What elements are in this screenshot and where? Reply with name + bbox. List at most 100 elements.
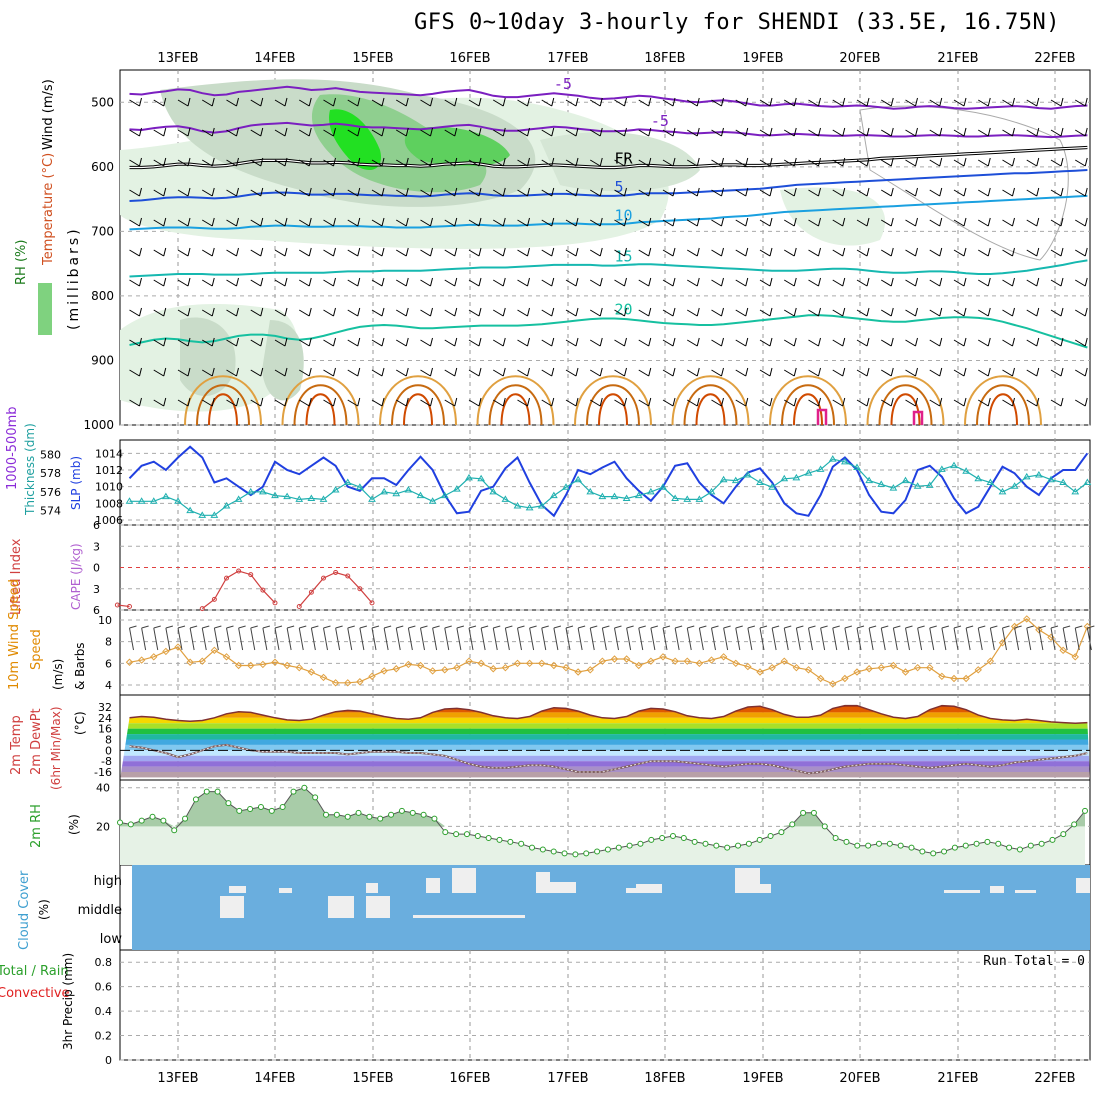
surface-wind-barb [274, 625, 283, 651]
wind-barb [614, 247, 627, 257]
surface-wind-barb [589, 625, 598, 651]
temp-tick-label: 0 [105, 744, 112, 757]
wind-barb [541, 217, 555, 227]
wind-speed-marker [513, 659, 522, 668]
wind-barb [856, 277, 870, 287]
bottom-date-label: 15FEB [352, 1071, 393, 1086]
rh-2m-point [789, 821, 796, 828]
wind-barb [274, 217, 288, 227]
thickness-marker [792, 473, 801, 481]
surface-wind-barb [250, 625, 258, 651]
surface-wind-barb [977, 625, 986, 651]
wind-barb [201, 337, 215, 347]
wind-barb [420, 127, 433, 137]
wind-speed-marker [307, 668, 316, 676]
surface-wind-barb [905, 625, 913, 651]
lifted-index-point [236, 568, 242, 574]
wind-barb [1074, 307, 1088, 317]
wind-barb [226, 277, 239, 287]
bottom-date-label: 20FEB [839, 1071, 880, 1086]
wind-barb [686, 397, 700, 407]
wind-barb [953, 247, 967, 257]
wind-barb [759, 277, 773, 287]
wind-barb [395, 307, 409, 317]
cloud-cover-bg [132, 865, 1090, 950]
wind-barb [929, 337, 943, 347]
wind-barb [226, 247, 239, 257]
wind-barb [298, 97, 312, 107]
cloud-block [760, 884, 771, 893]
wind-barb [371, 397, 385, 407]
wind-barb [129, 217, 142, 227]
warm-contour [890, 393, 921, 426]
surface-wind-barb [383, 625, 392, 651]
thickness-marker [768, 483, 777, 490]
wind-barb [153, 307, 167, 317]
wind-barb [420, 277, 433, 287]
pressure-tick-label: 1000 [83, 418, 114, 432]
wind-speed-marker [683, 657, 691, 665]
thickness-marker [234, 495, 243, 502]
wind-barb [541, 307, 555, 317]
wind-barb [274, 337, 288, 347]
precip-tick-label: 0.8 [95, 956, 113, 969]
slp-tick-label: 1010 [95, 481, 123, 494]
wind-barb [250, 217, 264, 227]
wind-barb [686, 337, 700, 347]
wind-speed-marker [1047, 633, 1055, 642]
wind-barb [250, 157, 264, 167]
pressure-axis-label: (millibars) [66, 226, 82, 330]
wind-speed-marker [380, 667, 388, 675]
wind-barb [880, 97, 894, 107]
thickness-marker [889, 484, 898, 491]
wind-speed-marker [210, 646, 219, 655]
wind-barb [856, 337, 870, 347]
wind-barb [856, 307, 870, 317]
wind-barb [1050, 277, 1064, 287]
wind-barb [638, 337, 652, 347]
wind-barb [662, 187, 676, 197]
rh-2m-point [886, 840, 893, 847]
run-total-text: Run Total = 0 [983, 954, 1085, 969]
wind-barb [541, 127, 555, 137]
wind-barb [1002, 307, 1015, 317]
cloud-block [944, 890, 980, 893]
wind-speed-marker [125, 658, 134, 666]
wind-speed-marker [1059, 646, 1067, 655]
wind-speed-marker [756, 668, 764, 676]
surface-wind-barb [541, 625, 549, 651]
rh-2m-point [865, 842, 872, 849]
rh-2m-point [409, 809, 416, 816]
precip-tick-label: 0 [105, 1054, 112, 1067]
wind-barb [323, 337, 336, 347]
temp-tick-label: 32 [98, 701, 112, 714]
wind-barb [347, 337, 361, 347]
wind-speed-marker [986, 657, 995, 665]
wind-barb [905, 307, 918, 317]
wind-barb [856, 127, 870, 137]
wind-barb [711, 247, 724, 257]
temp-tick-label: -16 [94, 766, 112, 779]
rh-shade-low3 [262, 320, 304, 401]
rh-area-high [120, 787, 1085, 827]
wind-barb [517, 337, 530, 347]
wind-barb [492, 217, 506, 227]
pressure-tick-label: 900 [91, 353, 114, 367]
rh-2m-point [312, 794, 319, 801]
wind-speed-marker [610, 655, 619, 663]
wind-barb [589, 277, 603, 287]
wind-barb [226, 397, 239, 407]
thickness-marker [840, 457, 849, 465]
wind-barb [1074, 127, 1088, 137]
wind-barb [686, 187, 700, 197]
wind-speed-marker [186, 658, 194, 666]
thickness-marker [622, 494, 631, 501]
wind-barb [808, 247, 821, 257]
warm-contour [403, 393, 433, 426]
wind-barb [250, 97, 264, 107]
wind-barb [468, 187, 482, 197]
wind-barb [880, 157, 894, 167]
rh-2m-point [854, 842, 861, 849]
pressure-tick-label: 500 [91, 95, 114, 109]
wind-barb [977, 217, 991, 227]
